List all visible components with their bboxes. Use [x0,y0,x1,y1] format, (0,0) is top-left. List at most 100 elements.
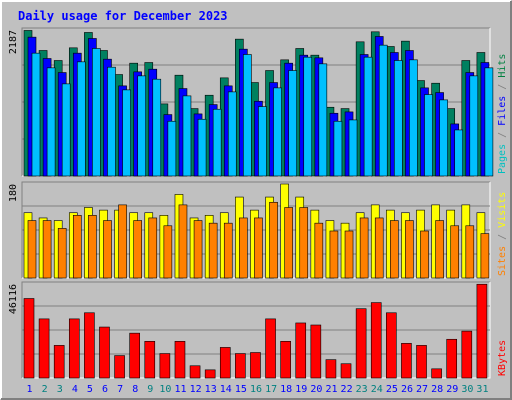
bar-pages [318,63,328,177]
bar-sites [148,217,158,279]
bar-kbytes [189,365,201,379]
bar-sites [269,201,278,279]
y-axis-title-part: Files [497,96,508,126]
bar-kbytes [84,312,95,379]
bar-kbytes [355,308,367,379]
bar-pages [107,66,116,177]
bar-sites [284,207,293,279]
bar-sites [72,215,82,279]
bar-kbytes [280,341,291,379]
bar-pages [227,91,237,177]
bar-sites [450,225,460,279]
chart-title: Daily usage for December 2023 [18,9,228,23]
day-labels: 1 2 3 4 5 6 7 8 9 10 11 12 13 14 15 16 17 18 19 20 21 22 23 24 2… [27,384,489,395]
y-axis-title-part: Visits [497,192,508,228]
y-axis-title: Sites / Visits [497,192,508,276]
bar-sites [390,220,399,279]
bar-kbytes [401,343,412,379]
y-max-label: 180 [8,184,19,202]
bar-pages [424,94,433,177]
bar-pages [363,56,373,177]
day-label: 6 [102,384,108,395]
day-label: 11 [174,384,186,395]
bar-sites [420,230,429,279]
bar-kbytes [265,318,276,379]
bar-pages [243,54,252,177]
bar-pages [152,78,162,177]
bar-sites [88,215,97,279]
day-label: 21 [325,384,337,395]
bar-pages [484,67,494,177]
day-label: 2 [42,384,48,395]
y-max-label: 46116 [8,284,19,314]
day-label: 12 [190,384,202,395]
bar-sites [208,222,218,279]
bar-kbytes [476,283,488,379]
day-label: 23 [356,384,368,395]
bar-kbytes [431,368,442,379]
day-label: 14 [220,384,232,395]
bar-sites [344,230,354,279]
bar-sites [223,222,233,279]
day-label: 1 [27,384,33,395]
day-label: 5 [87,384,93,395]
bar-kbytes [38,318,50,379]
bar-sites [254,217,263,279]
y-max-label: 2187 [8,30,19,54]
bar-kbytes [68,318,80,379]
bar-sites [374,217,384,279]
bar-pages [439,99,448,177]
bar-kbytes [144,341,156,379]
day-label: 16 [250,384,262,395]
bar-kbytes [461,330,473,379]
bar-kbytes [53,345,65,379]
bar-sites [405,220,414,279]
bar-kbytes [250,352,261,379]
bar-pages [348,119,358,177]
day-label: 18 [280,384,292,395]
bar-pages [46,67,56,177]
day-label: 4 [72,384,78,395]
y-axis-title-part: KBytes [497,340,508,376]
bar-sites [314,222,324,279]
bar-pages [273,87,282,177]
day-label: 24 [371,384,383,395]
plot-border-dark [21,281,490,378]
bar-pages [378,44,388,177]
bar-pages [61,83,71,177]
day-label: 8 [132,384,138,395]
bar-pages [469,75,479,177]
bar-pages [394,60,403,177]
y-axis-title-part: Pages [497,144,508,174]
bar-sites [329,230,339,279]
bar-kbytes [370,302,382,379]
day-label: 26 [401,384,413,395]
day-label: 17 [265,384,277,395]
y-axis-title-part: / [497,78,508,96]
bar-pages [167,120,177,177]
bar-pages [76,61,86,177]
bar-pages [31,52,41,177]
bar-sites [27,220,37,279]
day-label: 29 [446,384,458,395]
bar-sites [193,220,203,279]
day-label: 20 [310,384,322,395]
day-label: 19 [295,384,307,395]
bar-sites [239,217,248,279]
bar-sites [42,220,52,279]
bar-sites [480,233,490,279]
day-label: 15 [235,384,247,395]
day-label: 30 [461,384,473,395]
bar-kbytes [310,324,322,379]
bar-sites [57,228,67,279]
plot-border-dark [21,181,490,278]
plot-border-dark [21,27,490,176]
bar-pages [303,56,313,177]
bar-kbytes [204,369,216,379]
bar-sites [359,217,369,279]
visits-sites-panel: 180 Sites / Visits [8,181,508,279]
day-label: 7 [117,384,123,395]
bar-sites [178,204,188,279]
bar-pages [92,48,101,177]
